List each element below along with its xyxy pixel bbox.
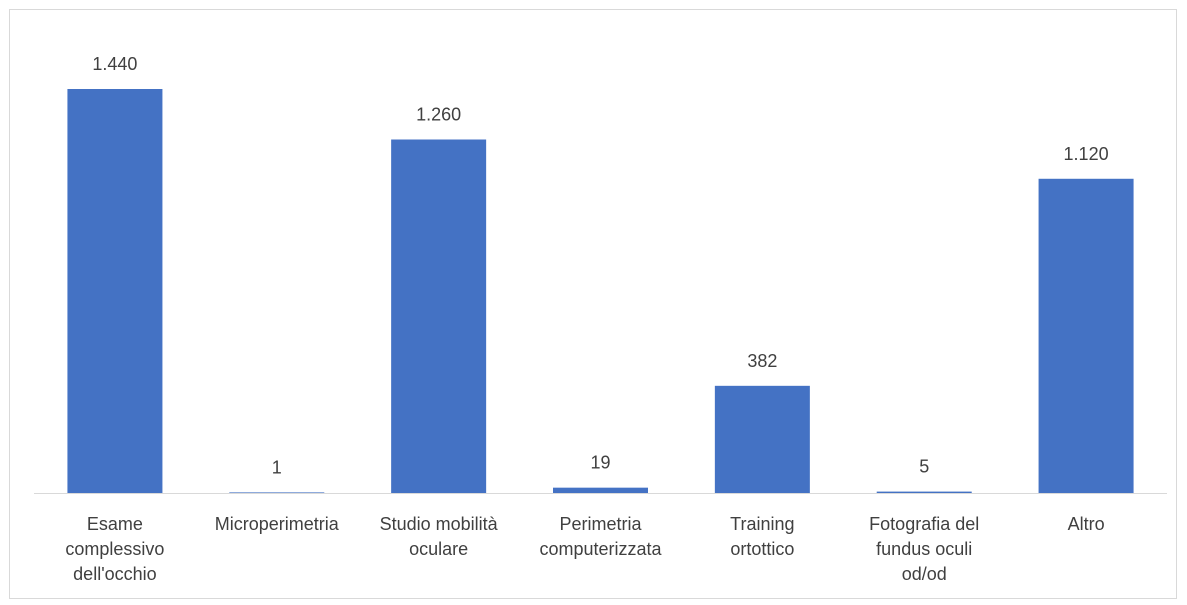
category-label-2: Studio mobilità oculare bbox=[380, 514, 499, 559]
data-label-6: 1.120 bbox=[1064, 144, 1109, 164]
category-label-line: dell'occhio bbox=[73, 564, 157, 584]
category-label-line: Perimetria bbox=[559, 514, 642, 534]
data-label-1: 1 bbox=[272, 457, 282, 477]
category-label-3: Perimetria computerizzata bbox=[539, 514, 662, 559]
category-label-1: Microperimetria bbox=[215, 514, 340, 534]
bar-6 bbox=[1039, 179, 1134, 493]
category-label-5: Fotografia del fundus oculi od/od bbox=[869, 514, 979, 584]
bar-1 bbox=[229, 492, 324, 493]
category-label-line: complessivo bbox=[65, 539, 164, 559]
category-label-line: Fotografia del bbox=[869, 514, 979, 534]
bar-0 bbox=[67, 89, 162, 493]
bar-4 bbox=[715, 386, 810, 493]
data-label-2: 1.260 bbox=[416, 105, 461, 125]
data-label-5: 5 bbox=[919, 457, 929, 477]
data-label-4: 382 bbox=[747, 351, 777, 371]
category-label-line: Altro bbox=[1068, 514, 1105, 534]
category-label-line: fundus oculi bbox=[876, 539, 972, 559]
bar-3 bbox=[553, 488, 648, 493]
category-label-line: od/od bbox=[902, 564, 947, 584]
category-label-line: Training bbox=[730, 514, 794, 534]
data-label-0: 1.440 bbox=[92, 54, 137, 74]
category-label-line: ortottico bbox=[730, 539, 794, 559]
category-label-4: Training ortottico bbox=[730, 514, 794, 559]
category-label-line: computerizzata bbox=[539, 539, 662, 559]
category-label-line: Esame bbox=[87, 514, 143, 534]
category-label-line: Studio mobilità bbox=[380, 514, 499, 534]
data-label-3: 19 bbox=[590, 453, 610, 473]
value-labels-layer: 1.440 1 1.260 19 382 5 1.120 bbox=[92, 54, 1108, 477]
category-label-line: oculare bbox=[409, 539, 468, 559]
bar-2 bbox=[391, 140, 486, 494]
bars-layer bbox=[67, 89, 1133, 493]
category-label-line: Microperimetria bbox=[215, 514, 340, 534]
bar-5 bbox=[877, 492, 972, 493]
category-labels-layer: Esame complessivo dell'occhio Microperimetr… bbox=[65, 514, 1104, 584]
category-label-0: Esame complessivo dell'occhio bbox=[65, 514, 164, 584]
category-label-6: Altro bbox=[1068, 514, 1105, 534]
